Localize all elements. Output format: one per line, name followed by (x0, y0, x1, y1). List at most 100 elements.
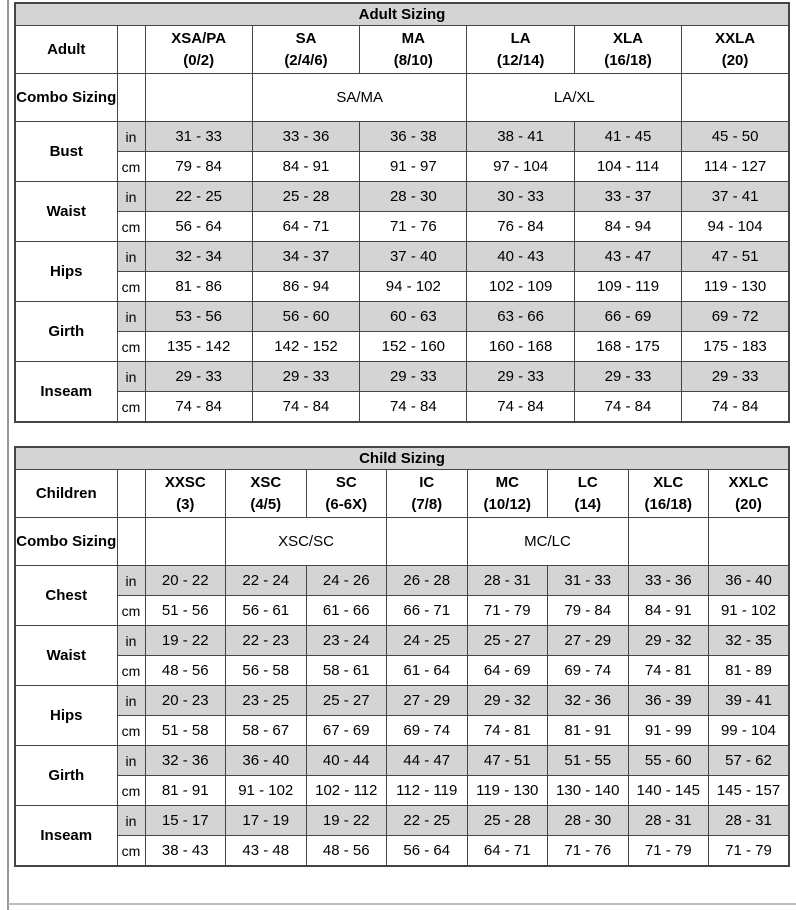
value-cell: 27 - 29 (386, 685, 468, 716)
adult-sizing-table: Adult Sizing Adult XSA/PA (0/2) SA (2/4/6) MA(… (14, 0, 792, 423)
value-cell: 38 - 43 (144, 835, 226, 867)
value-cell: 32 - 35 (708, 625, 790, 656)
value-cell: 69 - 74 (547, 655, 629, 686)
value-cell: 38 - 41 (466, 121, 575, 152)
value-cell: 43 - 48 (225, 835, 307, 867)
value-cell: 22 - 25 (144, 181, 253, 212)
table-title: Adult Sizing (14, 2, 790, 26)
unit-empty-cell (116, 517, 146, 566)
unit-cell: cm (116, 391, 146, 423)
value-cell: 81 - 89 (708, 655, 790, 686)
value-cell: 64 - 71 (251, 211, 361, 242)
unit-cell: cm (116, 715, 146, 746)
unit-cell: cm (116, 331, 146, 362)
value-cell: 23 - 25 (225, 685, 307, 716)
value-cell: 91 - 99 (627, 715, 709, 746)
value-cell: 28 - 30 (359, 181, 468, 212)
value-cell: 51 - 55 (547, 745, 629, 776)
value-cell: 43 - 47 (573, 241, 683, 272)
measurement-label: Hips (14, 241, 118, 302)
unit-cell: in (116, 625, 146, 656)
value-cell: 102 - 109 (466, 271, 575, 302)
unit-cell: in (116, 181, 146, 212)
value-cell: 27 - 29 (547, 625, 629, 656)
column-header: XSC (4/5) (225, 469, 307, 518)
combo-label: Combo Sizing (14, 517, 118, 566)
unit-cell: in (116, 301, 146, 332)
value-cell: 58 - 67 (225, 715, 307, 746)
combo-cell: SA/MA (251, 73, 468, 122)
value-cell: 25 - 27 (466, 625, 548, 656)
value-cell: 91 - 97 (359, 151, 468, 182)
value-cell: 32 - 34 (144, 241, 253, 272)
value-cell: 61 - 64 (386, 655, 468, 686)
value-cell: 145 - 157 (708, 775, 790, 806)
value-cell: 74 - 81 (627, 655, 709, 686)
value-cell: 74 - 84 (466, 391, 575, 423)
value-cell: 84 - 91 (627, 595, 709, 626)
value-cell: 41 - 45 (573, 121, 683, 152)
value-cell: 81 - 91 (547, 715, 629, 746)
value-cell: 25 - 27 (305, 685, 387, 716)
unit-cell: in (116, 241, 146, 272)
value-cell: 56 - 58 (225, 655, 307, 686)
value-cell: 67 - 69 (305, 715, 387, 746)
value-cell: 64 - 69 (466, 655, 548, 686)
column-header: LC (14) (547, 469, 629, 518)
value-cell: 84 - 91 (251, 151, 361, 182)
value-cell: 66 - 69 (573, 301, 683, 332)
value-cell: 30 - 33 (466, 181, 575, 212)
measurement-label: Inseam (14, 805, 118, 867)
value-cell: 63 - 66 (466, 301, 575, 332)
value-cell: 31 - 33 (144, 121, 253, 152)
value-cell: 57 - 62 (708, 745, 790, 776)
unit-cell: in (116, 805, 146, 836)
value-cell: 28 - 31 (627, 805, 709, 836)
value-cell: 29 - 33 (144, 361, 253, 392)
combo-cell: LA/XL (466, 73, 683, 122)
adult-sizing-table-grid: Adult Sizing Adult XSA/PA (0/2) SA (2/4/6) MA(… (14, 2, 790, 423)
value-cell: 91 - 102 (225, 775, 307, 806)
value-cell: 119 - 130 (466, 775, 548, 806)
value-cell: 119 - 130 (681, 271, 790, 302)
value-cell: 29 - 33 (573, 361, 683, 392)
value-cell: 81 - 91 (144, 775, 226, 806)
value-cell: 51 - 58 (144, 715, 226, 746)
unit-empty-cell (116, 25, 146, 74)
unit-cell: cm (116, 655, 146, 686)
value-cell: 37 - 40 (359, 241, 468, 272)
value-cell: 104 - 114 (573, 151, 683, 182)
value-cell: 22 - 25 (386, 805, 468, 836)
combo-cell (627, 517, 709, 566)
value-cell: 19 - 22 (144, 625, 226, 656)
value-cell: 109 - 119 (573, 271, 683, 302)
value-cell: 55 - 60 (627, 745, 709, 776)
value-cell: 74 - 84 (144, 391, 253, 423)
unit-cell: cm (116, 775, 146, 806)
corner-label: Adult (14, 25, 118, 74)
value-cell: 86 - 94 (251, 271, 361, 302)
column-header: XXSC (3) (144, 469, 226, 518)
unit-cell: cm (116, 211, 146, 242)
combo-cell (144, 73, 253, 122)
value-cell: 71 - 76 (359, 211, 468, 242)
value-cell: 60 - 63 (359, 301, 468, 332)
value-cell: 36 - 39 (627, 685, 709, 716)
measurement-label: Girth (14, 301, 118, 362)
value-cell: 71 - 79 (466, 595, 548, 626)
value-cell: 74 - 84 (681, 391, 790, 423)
unit-cell: in (116, 685, 146, 716)
value-cell: 17 - 19 (225, 805, 307, 836)
measurement-label: Bust (14, 121, 118, 182)
value-cell: 91 - 102 (708, 595, 790, 626)
value-cell: 102 - 112 (305, 775, 387, 806)
value-cell: 28 - 30 (547, 805, 629, 836)
value-cell: 28 - 31 (708, 805, 790, 836)
value-cell: 69 - 72 (681, 301, 790, 332)
value-cell: 79 - 84 (144, 151, 253, 182)
value-cell: 152 - 160 (359, 331, 468, 362)
value-cell: 175 - 183 (681, 331, 790, 362)
value-cell: 71 - 79 (627, 835, 709, 867)
value-cell: 130 - 140 (547, 775, 629, 806)
